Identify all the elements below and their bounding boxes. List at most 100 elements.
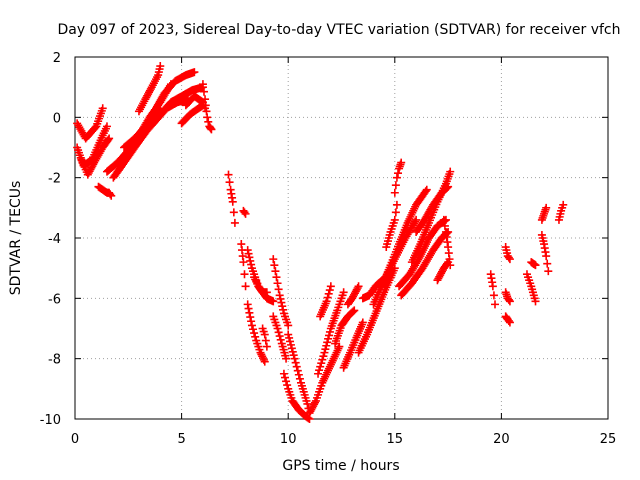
grid (75, 57, 608, 419)
data-point (294, 370, 303, 379)
data-point (349, 307, 358, 316)
data-point (443, 259, 452, 268)
series-arc27 (316, 282, 335, 321)
data-point (272, 273, 281, 282)
data-point (544, 267, 553, 276)
data-point (259, 355, 268, 364)
series-arc49 (537, 230, 553, 276)
data-point (339, 288, 348, 297)
data-point (203, 113, 212, 122)
data-point (411, 217, 420, 226)
data-point (199, 87, 208, 96)
data-point (325, 286, 334, 295)
series-arc43 (486, 270, 500, 309)
data-point (261, 336, 270, 345)
data-point (260, 357, 269, 366)
series-arc15 (239, 206, 250, 218)
data-point (358, 318, 367, 327)
series-arc28 (331, 306, 359, 348)
data-point (324, 289, 333, 298)
data-point (260, 330, 269, 339)
data-point (505, 297, 514, 306)
data-point (106, 190, 115, 199)
data-point (207, 125, 216, 134)
data-point (303, 399, 312, 408)
data-point (542, 203, 551, 212)
data-point (256, 348, 265, 357)
data-point (271, 267, 280, 276)
y-tick-label: -8 (48, 353, 61, 368)
y-tick-label: 0 (53, 111, 61, 126)
series-arc14 (224, 170, 239, 227)
y-axis-label: SDTVAR / TECUs (8, 181, 24, 296)
data-point (318, 355, 327, 364)
series-arc16 (237, 240, 250, 291)
data-point (156, 62, 165, 71)
data-point (282, 354, 291, 363)
series-arc50 (537, 203, 551, 224)
x-tick-label: 0 (71, 432, 79, 447)
data-point (274, 285, 283, 294)
data-point (251, 332, 260, 341)
series-arc19 (250, 273, 271, 297)
data-point (316, 362, 325, 371)
data-point (190, 68, 199, 77)
data-point (319, 352, 328, 361)
data-point (444, 182, 453, 191)
series-arc46 (501, 312, 514, 327)
series-arc34 (378, 185, 431, 291)
data-point (488, 282, 497, 291)
data-point (442, 184, 451, 193)
series-arc23 (279, 369, 314, 423)
data-point (249, 325, 258, 334)
data-point (224, 170, 233, 179)
data-point (239, 258, 248, 267)
data-point (440, 221, 449, 230)
data-point (246, 313, 255, 322)
series-arc13 (198, 80, 216, 134)
data-point (531, 261, 540, 270)
series-arc45 (501, 288, 514, 306)
data-point (241, 209, 250, 218)
series-arc26 (314, 288, 348, 378)
series-arc48 (527, 258, 540, 270)
data-point (283, 381, 292, 390)
data-point (323, 293, 332, 302)
series-arc7 (120, 68, 199, 152)
series-arc1 (73, 104, 107, 143)
data-point (247, 321, 256, 330)
data-point (322, 297, 331, 306)
data-point (505, 255, 514, 264)
data-point (491, 300, 500, 309)
data-point (275, 332, 284, 341)
data-point (531, 297, 540, 306)
data-point (246, 256, 255, 265)
series-arc29 (339, 318, 367, 372)
data-point (243, 300, 252, 309)
data-point (291, 358, 300, 367)
series-arc25 (305, 342, 344, 417)
x-tick-label: 25 (600, 432, 617, 447)
data-point (504, 253, 513, 262)
series-arc35 (382, 200, 401, 252)
data-point (391, 208, 400, 217)
data-point (275, 291, 284, 300)
data-point (269, 297, 278, 306)
x-tick-label: 15 (387, 432, 404, 447)
data-point (104, 135, 113, 144)
y-tick-label: 2 (53, 51, 61, 66)
data-point (198, 80, 207, 89)
y-tick-label: -10 (40, 413, 61, 428)
data-point (204, 117, 213, 126)
data-point (392, 200, 401, 209)
data-point (279, 369, 288, 378)
series-arc47 (522, 270, 540, 306)
data-point (397, 158, 406, 167)
data-point (542, 252, 551, 261)
data-point (446, 167, 455, 176)
data-point (244, 304, 253, 313)
series-arc4 (94, 182, 116, 200)
data-point (326, 282, 335, 291)
data-point (225, 178, 234, 187)
data-point (262, 342, 271, 351)
